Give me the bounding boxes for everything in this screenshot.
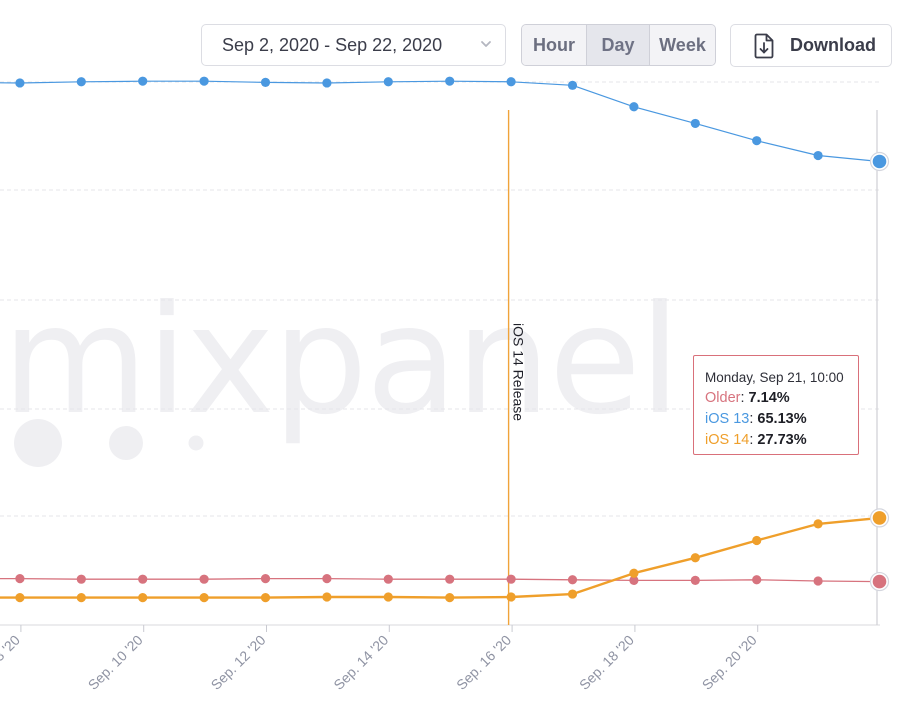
- data-point-ios-13: [199, 76, 209, 86]
- hover-point-ios-14: [872, 511, 887, 525]
- watermark-dot-large: [14, 419, 62, 467]
- tooltip-series-value: 27.73%: [757, 432, 807, 448]
- data-point-older: [15, 573, 25, 584]
- x-tick-label: Sep. 18 '20: [576, 632, 637, 693]
- data-point-ios-13: [322, 78, 332, 88]
- chevron-down-icon: [481, 41, 491, 47]
- x-tick-label: Sep. 12 '20: [208, 632, 269, 693]
- watermark-wordmark: mixpanel: [2, 274, 679, 448]
- data-point-older: [260, 573, 271, 584]
- watermark-dot-medium: [109, 426, 143, 460]
- data-point-ios-14: [690, 553, 700, 563]
- download-icon: [754, 33, 774, 58]
- data-point-ios-14: [199, 593, 209, 603]
- data-point-ios-13: [567, 80, 578, 90]
- x-tick-labels: Sep. 8 '20 Sep. 10 '20 Sep. 12 '20 Sep. 14 …: [0, 625, 760, 693]
- tooltip-series-value: 7.14%: [748, 390, 790, 406]
- data-point-older: [138, 574, 148, 584]
- series-line-older: [0, 577, 880, 583]
- tooltip-series-name: iOS 14: [705, 432, 750, 448]
- mixpanel-watermark: mixpanel: [2, 274, 681, 467]
- data-point-ios-13: [813, 150, 823, 161]
- data-point-ios-14: [15, 593, 25, 603]
- data-point-ios-13: [629, 102, 639, 112]
- tooltip-row-older: Older: 7.14%: [705, 390, 790, 406]
- data-point-ios-13: [260, 77, 271, 87]
- download-label: Download: [790, 35, 876, 55]
- series-line-ios-13: [0, 80, 880, 163]
- granularity-hour-button[interactable]: Hour: [522, 25, 587, 65]
- tooltip-series-value: 65.13%: [757, 411, 807, 427]
- series-group: [0, 76, 890, 603]
- granularity-toggle: Hour Day Week: [521, 24, 716, 66]
- chart-tooltip: Monday, Sep 21, 10:00 Older: 7.14% iOS 1…: [693, 355, 859, 455]
- annotations: iOS 14 Release: [507, 110, 527, 625]
- data-point-ios-13: [506, 77, 516, 87]
- date-range-label: Sep 2, 2020 - Sep 22, 2020: [222, 34, 443, 55]
- hover-point-older: [872, 574, 887, 589]
- hover-point-ios-13: [872, 154, 887, 169]
- x-tick-label: Sep. 20 '20: [699, 632, 760, 693]
- x-tick-label: Sep. 16 '20: [453, 632, 514, 693]
- data-point-older: [445, 574, 455, 584]
- download-button[interactable]: Download: [730, 24, 892, 67]
- granularity-day-button[interactable]: Day: [587, 25, 650, 65]
- data-point-older: [76, 574, 86, 584]
- data-point-ios-14: [752, 535, 762, 546]
- granularity-week-button[interactable]: Week: [650, 25, 715, 65]
- data-point-ios-13: [15, 78, 25, 88]
- data-point-ios-14: [383, 592, 393, 602]
- data-point-ios-14: [506, 592, 516, 602]
- data-point-older: [383, 574, 393, 584]
- data-point-older: [629, 575, 639, 585]
- x-tick-label: Sep. 8 '20: [0, 632, 23, 688]
- data-point-ios-13: [752, 136, 762, 146]
- date-range-picker[interactable]: Sep 2, 2020 - Sep 22, 2020: [201, 24, 506, 66]
- data-point-ios-13: [383, 77, 393, 87]
- data-point-older: [690, 575, 700, 585]
- data-point-older: [322, 573, 332, 584]
- data-point-older: [752, 575, 762, 585]
- data-point-ios-14: [76, 593, 86, 603]
- data-point-ios-13: [445, 76, 455, 86]
- data-point-ios-14: [629, 568, 639, 578]
- watermark-dot-small: [188, 435, 204, 451]
- data-point-ios-13: [138, 76, 148, 86]
- release-annotation-label: iOS 14 Release: [511, 323, 527, 421]
- data-point-ios-14: [813, 519, 823, 529]
- data-point-ios-14: [445, 593, 455, 603]
- x-tick-label: Sep. 10 '20: [85, 632, 146, 693]
- tooltip-series-name: Older: [705, 390, 741, 406]
- data-point-older: [813, 576, 823, 586]
- data-point-ios-14: [322, 592, 332, 602]
- tooltip-series-name: iOS 13: [705, 411, 750, 427]
- x-tick-label: Sep. 14 '20: [330, 632, 391, 693]
- tooltip-row-ios13: iOS 13: 65.13%: [705, 411, 807, 427]
- data-point-ios-14: [260, 593, 271, 603]
- data-point-older: [199, 574, 209, 584]
- tooltip-row-ios14: iOS 14: 27.73%: [705, 432, 807, 448]
- data-point-ios-14: [567, 589, 578, 599]
- data-point-ios-13: [76, 77, 86, 87]
- data-point-older: [567, 575, 578, 585]
- data-point-ios-14: [138, 593, 148, 603]
- data-point-older: [506, 574, 516, 584]
- series-line-ios-14: [0, 516, 880, 599]
- data-point-ios-13: [690, 118, 700, 129]
- tooltip-title: Monday, Sep 21, 10:00: [705, 370, 844, 385]
